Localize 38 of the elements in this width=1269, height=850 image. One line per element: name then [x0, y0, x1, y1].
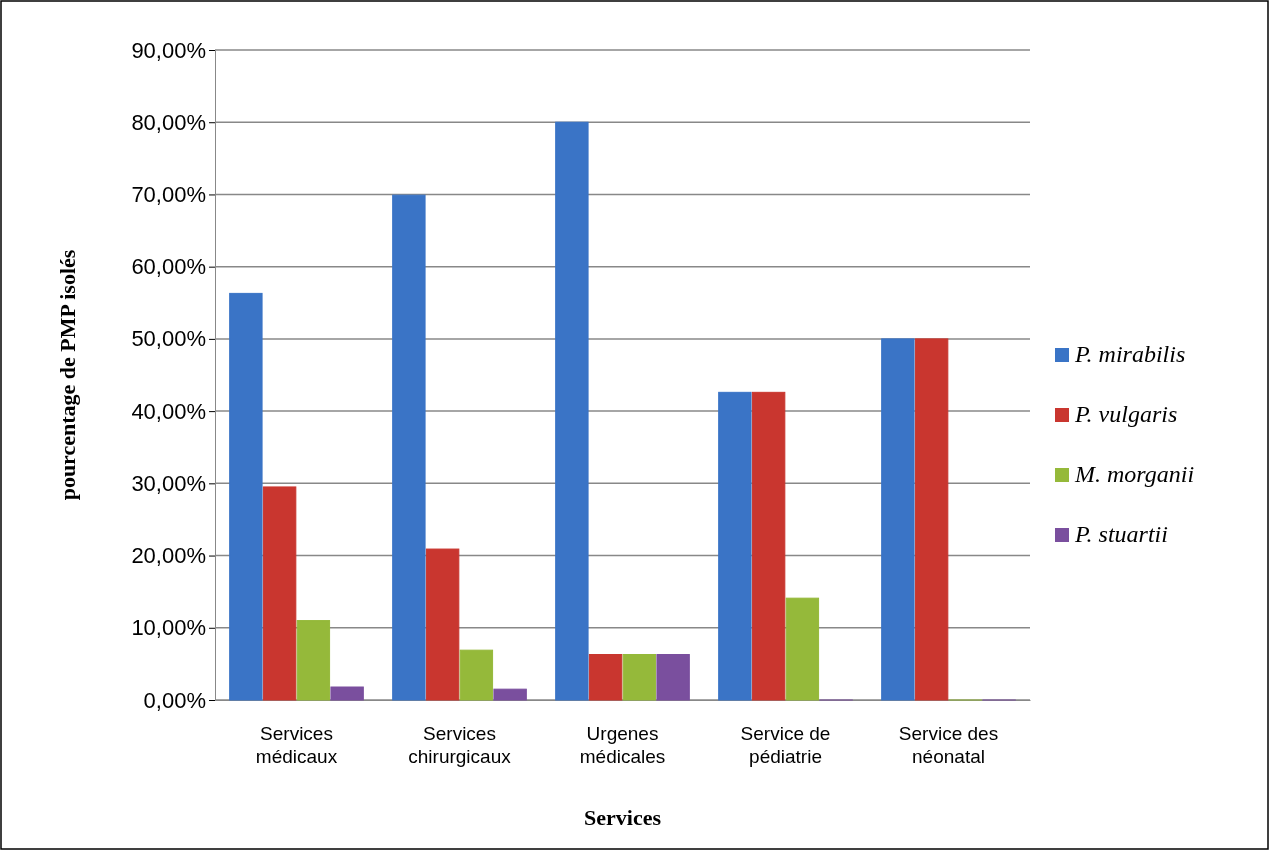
- legend-label: P. stuartii: [1074, 521, 1168, 547]
- bar: [588, 654, 623, 701]
- y-tick-label: 60,00%: [131, 254, 206, 280]
- bar: [718, 391, 752, 701]
- bar: [622, 654, 657, 701]
- bar: [459, 649, 494, 701]
- x-tick-label: Service de pédiatrie: [740, 723, 831, 767]
- bar: [785, 597, 820, 701]
- x-tick-label: Services chirurgicaux: [408, 723, 512, 767]
- bar: [330, 686, 364, 701]
- bar: [493, 688, 527, 701]
- y-tick-label: 30,00%: [131, 470, 206, 496]
- bar: [392, 194, 426, 701]
- y-axis-title: pourcentage de PMP isolés: [55, 249, 80, 501]
- bar: [296, 620, 331, 701]
- x-tick-label: Services médicaux: [255, 723, 338, 767]
- legend-label: M. morganii: [1074, 461, 1195, 487]
- y-tick-label: 70,00%: [131, 181, 206, 207]
- bar: [229, 292, 263, 701]
- y-tick-label: 40,00%: [131, 398, 206, 424]
- y-tick-label: 90,00%: [131, 37, 206, 63]
- x-tick-label: Service des néonatal: [898, 723, 999, 767]
- y-tick-label: 20,00%: [131, 543, 206, 569]
- bar: [914, 338, 949, 701]
- bar: [751, 391, 786, 701]
- y-tick-label: 0,00%: [143, 687, 206, 713]
- x-axis-title: Services: [584, 805, 662, 830]
- bar: [262, 486, 297, 701]
- y-tick-label: 50,00%: [131, 326, 206, 352]
- y-tick-label: 10,00%: [131, 615, 206, 641]
- bar: [555, 121, 589, 701]
- legend-label: P. vulgaris: [1074, 401, 1178, 427]
- bar: [881, 338, 915, 701]
- bar: [656, 654, 690, 701]
- bar: [425, 548, 460, 701]
- legend-label: P. mirabilis: [1074, 341, 1186, 367]
- y-tick-label: 80,00%: [131, 109, 206, 135]
- x-tick-label: Urgenes médicales: [579, 723, 666, 767]
